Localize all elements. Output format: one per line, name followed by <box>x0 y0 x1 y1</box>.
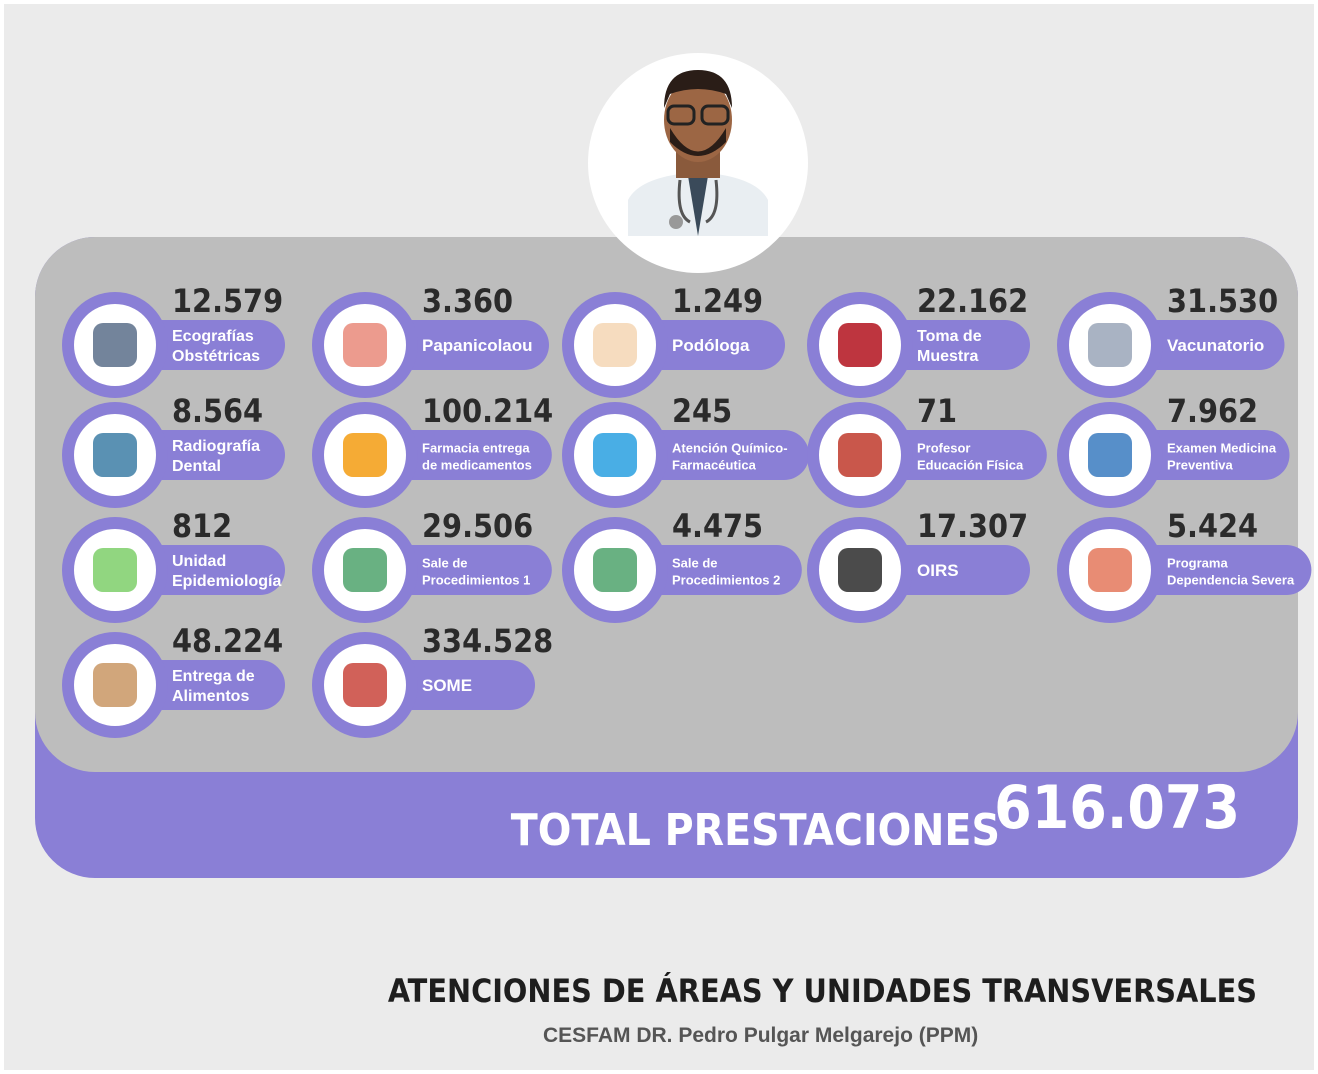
icon <box>1088 323 1132 367</box>
icon <box>593 433 637 477</box>
label: Examen Medicina <box>1167 441 1277 456</box>
label: Alimentos <box>172 688 249 705</box>
subtitle: CESFAM DR. Pedro Pulgar Melgarejo (PPM) <box>543 1024 978 1047</box>
label: Vacunatorio <box>1167 336 1264 355</box>
icon <box>93 548 137 592</box>
icon <box>343 323 387 367</box>
label: Farmacéutica <box>672 458 757 473</box>
label: Radiografía <box>172 438 260 455</box>
label: Obstétricas <box>172 348 260 365</box>
icon <box>593 548 637 592</box>
icon <box>838 433 882 477</box>
total-value: 616.073 <box>994 773 1240 843</box>
value: 48.224 <box>172 622 283 660</box>
value: 5.424 <box>1167 507 1258 545</box>
value: 245 <box>672 392 732 430</box>
value: 7.962 <box>1167 392 1258 430</box>
label: Toma de <box>917 328 982 345</box>
label: Procedimientos 2 <box>672 573 780 588</box>
label: Epidemiología <box>172 573 281 590</box>
total-label: TOTAL PRESTACIONES <box>511 805 1000 856</box>
label: de medicamentos <box>422 458 532 473</box>
label: Educación Física <box>917 458 1024 473</box>
doctor-avatar <box>588 53 808 273</box>
infographic: 616.073 TOTAL PRESTACIONES ATENCIONES DE… <box>0 0 1318 1074</box>
label: Muestra <box>917 348 978 365</box>
label: Preventiva <box>1167 458 1234 473</box>
label: Podóloga <box>672 336 750 355</box>
icon <box>1088 548 1132 592</box>
icon <box>93 433 137 477</box>
icon <box>838 323 882 367</box>
value: 100.214 <box>422 392 553 430</box>
label: SOME <box>422 676 472 695</box>
value: 22.162 <box>917 282 1028 320</box>
icon <box>343 663 387 707</box>
value: 1.249 <box>672 282 763 320</box>
label: Sale de <box>422 556 468 571</box>
label: Procedimientos 1 <box>422 573 530 588</box>
label: Atención Químico- <box>672 441 788 456</box>
label: Dependencia Severa <box>1167 573 1295 588</box>
label: Sale de <box>672 556 718 571</box>
label: Programa <box>1167 556 1228 571</box>
value: 3.360 <box>422 282 513 320</box>
value: 8.564 <box>172 392 263 430</box>
value: 29.506 <box>422 507 533 545</box>
value: 4.475 <box>672 507 763 545</box>
icon <box>593 323 637 367</box>
title: ATENCIONES DE ÁREAS Y UNIDADES TRANSVERS… <box>388 972 1257 1010</box>
label: Unidad <box>172 553 226 570</box>
value: 17.307 <box>917 507 1028 545</box>
icon <box>1088 433 1132 477</box>
label: Dental <box>172 458 221 475</box>
label: Ecografías <box>172 328 254 345</box>
icon <box>343 433 387 477</box>
value: 12.579 <box>172 282 283 320</box>
value: 334.528 <box>422 622 553 660</box>
value: 31.530 <box>1167 282 1278 320</box>
label: Profesor <box>917 441 970 456</box>
icon <box>838 548 882 592</box>
icon <box>93 323 137 367</box>
label: Papanicolaou <box>422 336 533 355</box>
label: Entrega de <box>172 668 255 685</box>
icon <box>343 548 387 592</box>
label: OIRS <box>917 561 959 580</box>
icon <box>93 663 137 707</box>
label: Farmacia entrega <box>422 441 530 456</box>
value: 812 <box>172 507 232 545</box>
value: 71 <box>917 392 957 430</box>
page: 616.073 TOTAL PRESTACIONES ATENCIONES DE… <box>0 0 1318 1074</box>
